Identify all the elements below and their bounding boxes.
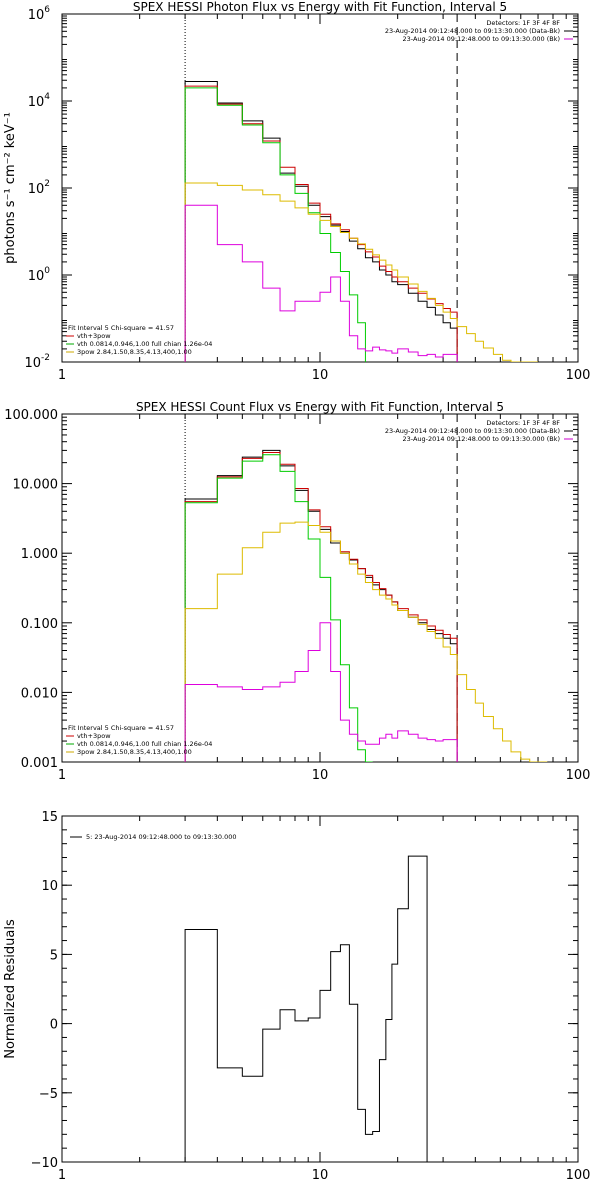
plot-frame <box>61 815 579 1163</box>
legend-top-right-entry: Detectors: 1F 3F 4F 8F <box>486 19 560 27</box>
y-tick-label: 10-2 <box>24 353 50 371</box>
legend-bottom-left-entry: vth 0.0814,0.946,1.00 full chian 1.26e-0… <box>77 340 212 348</box>
legend-bottom-left-entry: 3pow 2.84,1.50,8.35,4.13,400,1.00 <box>77 348 192 356</box>
data-series-3 <box>184 454 373 762</box>
legend-bottom-left-entry: 3pow 2.84,1.50,8.35,4.13,400,1.00 <box>77 748 192 756</box>
legend-bottom-left-entry: vth 0.0814,0.946,1.00 full chian 1.26e-0… <box>77 740 212 748</box>
data-series-5 <box>184 204 458 362</box>
x-tick-label: 100 <box>566 768 591 783</box>
legend-top-right-entry: 23-Aug-2014 09:12:48.000 to 09:13:30.000… <box>403 35 560 43</box>
y-tick-label: −5 <box>39 1087 58 1102</box>
legend-top-right-entry: Detectors: 1F 3F 4F 8F <box>486 419 560 427</box>
data-series-4 <box>184 521 548 762</box>
chart-2: SPEX HESSI Count Flux vs Energy with Fit… <box>4 400 590 783</box>
y-tick-exponent: 6 <box>44 5 50 15</box>
y-tick-label: 10 <box>41 879 58 894</box>
data-series-5 <box>184 622 458 762</box>
x-tick-label: 1 <box>58 768 66 783</box>
data-series-1 <box>184 81 458 362</box>
x-tick-label: 10 <box>312 1168 329 1183</box>
x-tick-label: 1 <box>58 1168 66 1183</box>
y-tick-label: 102 <box>28 179 50 197</box>
y-tick-exponent: 0 <box>44 266 50 276</box>
legend-top-right-entry: 23-Aug-2014 09:12:48.000 to 09:13:30.000… <box>403 435 560 443</box>
y-tick-exponent: 4 <box>44 92 50 102</box>
plot-frame <box>61 413 579 763</box>
data-series-2 <box>184 85 458 362</box>
y-tick-label: 104 <box>28 92 51 110</box>
legend-bottom-left-entry: Fit Interval 5 Chi-square = 41.57 <box>68 324 174 332</box>
legend-top-right-entry: 23-Aug-2014 09:12:48.000 to 09:13:30.000… <box>385 27 560 35</box>
x-tick-label: 10 <box>312 768 329 783</box>
y-tick-label: 1.000 <box>21 547 58 562</box>
y-tick-label: −10 <box>31 1156 58 1171</box>
chart-title: SPEX HESSI Photon Flux vs Energy with Fi… <box>133 0 507 14</box>
y-tick-label: 15 <box>41 810 58 825</box>
legend-bottom-left-entry: Fit Interval 5 Chi-square = 41.57 <box>68 724 174 732</box>
data-series-3 <box>184 87 366 362</box>
chart-1: SPEX HESSI Photon Flux vs Energy with Fi… <box>3 0 590 383</box>
data-series-2 <box>184 451 458 762</box>
y-tick-label: 10.000 <box>13 478 59 493</box>
legend-top-right-entry: 23-Aug-2014 09:12:48.000 to 09:13:30.000… <box>385 427 560 435</box>
legend-bottom-left-entry: vth+3pow <box>77 732 111 740</box>
y-tick-label: 106 <box>28 5 51 23</box>
x-tick-label: 1 <box>58 368 66 383</box>
x-tick-label: 10 <box>312 368 329 383</box>
y-tick-label: 100 <box>28 266 51 284</box>
y-axis-label: photons s⁻¹ cm⁻² keV⁻¹ <box>3 112 18 264</box>
y-tick-exponent: -2 <box>41 353 50 363</box>
y-tick-label: 0.100 <box>21 617 58 632</box>
data-series-1 <box>184 855 428 1162</box>
data-series-4 <box>184 182 539 362</box>
y-tick-exponent: 2 <box>44 179 50 189</box>
y-tick-label: 0 <box>50 1018 58 1033</box>
y-tick-label: 0.010 <box>21 686 58 701</box>
chart-3: 1 10 100 −10 −5 0 5 10 15 Normalized Residuals 5: … <box>3 810 590 1183</box>
plot-frame <box>61 13 579 363</box>
data-series-1 <box>184 449 458 762</box>
x-tick-label: 100 <box>566 368 591 383</box>
y-tick-label: 100.000 <box>4 408 58 423</box>
chart-title: SPEX HESSI Count Flux vs Energy with Fit… <box>136 400 504 414</box>
y-tick-label: 0.001 <box>21 756 58 771</box>
legend-top-left-entry: 5: 23-Aug-2014 09:12:48.000 to 09:13:30.… <box>86 833 237 841</box>
y-axis-label: Normalized Residuals <box>3 919 18 1059</box>
x-tick-label: 100 <box>566 1168 591 1183</box>
y-tick-label: 5 <box>50 948 58 963</box>
legend-bottom-left-entry: vth+3pow <box>77 332 111 340</box>
